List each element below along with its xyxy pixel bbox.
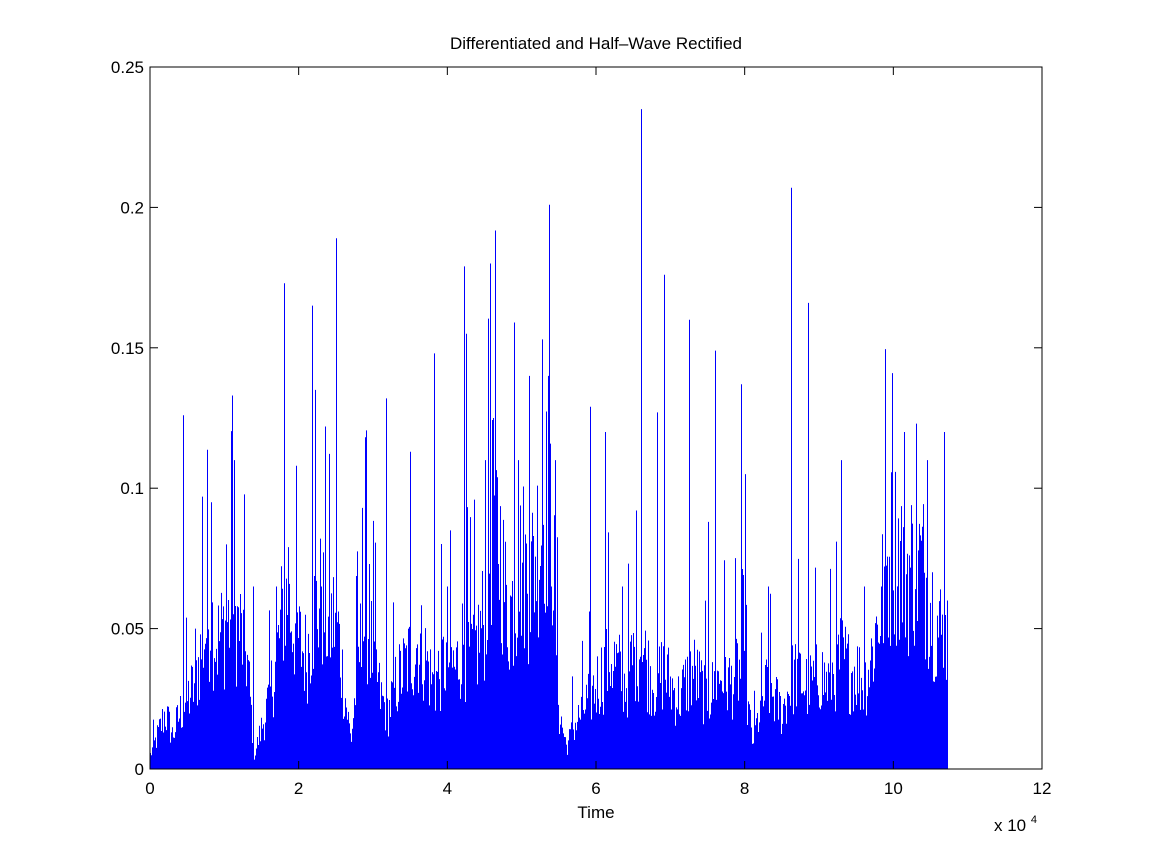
x-tick-label: 4 (443, 779, 452, 798)
x-axis-multiplier-base: x 10 (994, 816, 1026, 835)
y-tick-label: 0.25 (111, 58, 144, 77)
x-tick-label: 10 (884, 779, 903, 798)
y-tick-label: 0.2 (120, 198, 144, 217)
y-tick-label: 0.15 (111, 339, 144, 358)
x-tick-label: 12 (1033, 779, 1052, 798)
y-tick-label: 0 (135, 760, 144, 779)
plot-data-series (150, 109, 948, 769)
y-tick-label: 0.05 (111, 620, 144, 639)
x-tick-label: 6 (591, 779, 600, 798)
x-tick-label: 0 (145, 779, 154, 798)
y-tick-label: 0.1 (120, 479, 144, 498)
x-tick-label: 8 (740, 779, 749, 798)
x-axis-multiplier-exponent: 4 (1031, 814, 1037, 826)
chart-title: Differentiated and Half–Wave Rectified (450, 34, 742, 53)
y-axis-ticks: 0 0.05 0.1 0.15 0.2 0.25 (111, 58, 1042, 779)
x-axis-label: Time (577, 803, 614, 822)
x-axis-ticks: 0 2 4 6 8 10 12 (145, 67, 1051, 798)
x-tick-label: 2 (294, 779, 303, 798)
x-axis-multiplier: x 10 4 (994, 814, 1037, 835)
